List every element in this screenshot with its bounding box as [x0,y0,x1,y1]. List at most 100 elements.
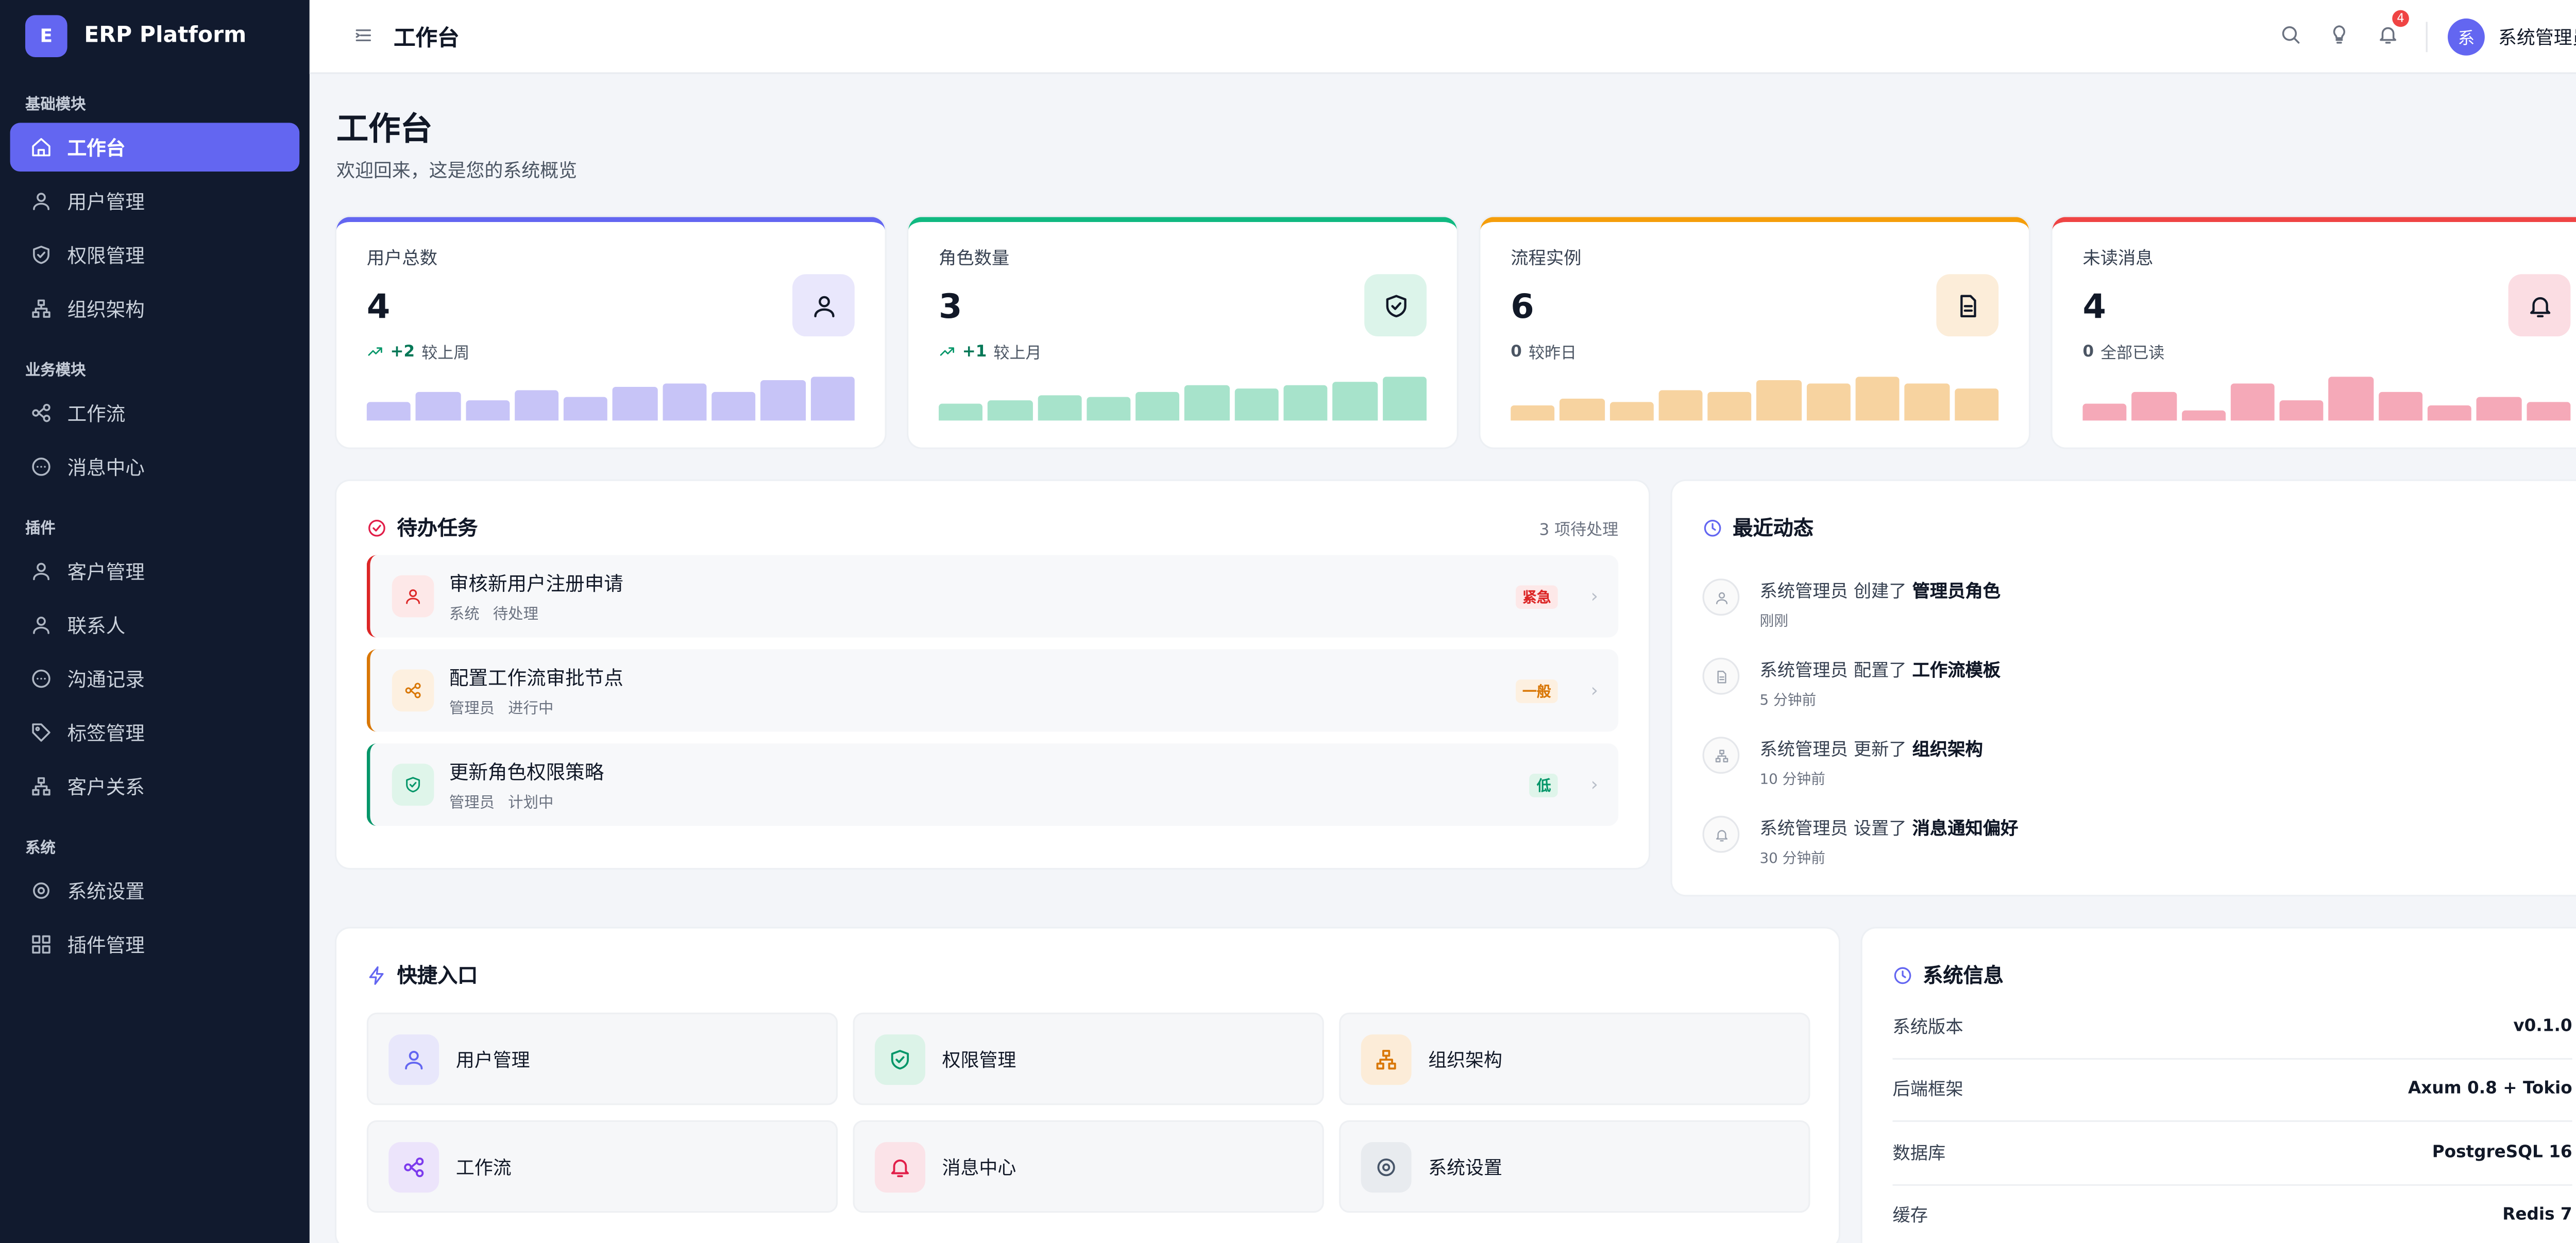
nav-group-title: 系统 [25,841,56,858]
search-button[interactable] [2279,20,2301,52]
icon [1716,670,1725,683]
stat-trend: +1 较上月 [939,340,1427,363]
trend-value: 0 [2082,342,2094,361]
nav-item[interactable]: 插件管理 [10,920,300,969]
task-status: 待处理 [493,606,539,623]
spark-bar [1757,380,1802,421]
nav-label: 工作台 [67,135,126,159]
activity-icon [1702,815,1740,853]
quick-item[interactable]: 权限管理 [853,1012,1324,1105]
task-text: 配置工作流审批节点 管理员 进行中 [449,663,623,717]
notification-button[interactable]: 4 [2377,10,2409,52]
user-menu[interactable]: 系系统管理员 [2448,18,2576,55]
spark-bar [1806,384,1851,421]
nav-item[interactable]: 组织架构 [10,284,300,333]
icon [1377,1157,1395,1176]
stat-value: 4 [2082,286,2106,327]
spark-bar [564,397,608,421]
nav-item[interactable]: 工作流 [10,388,300,437]
quick-label: 权限管理 [942,1048,1016,1071]
trend-value: +1 [962,342,987,361]
stat-trend: 0 较昨日 [1511,340,1998,363]
separator [2426,21,2428,52]
nav-label: 客户管理 [67,559,145,583]
tips-button[interactable] [2328,20,2350,52]
stat-value: 6 [1511,286,1534,327]
nav-item[interactable]: 沟通记录 [10,654,300,703]
icon [32,299,50,318]
spark-bar [2082,404,2127,421]
quick-item[interactable]: 工作流 [366,1120,838,1213]
spark-bar [416,392,461,421]
task-title: 更新角色权限策略 [449,759,604,784]
icon [32,138,50,157]
icon [355,29,371,42]
nav-item[interactable]: 权限管理 [10,230,300,279]
brand: E ERP Platform [0,0,310,72]
spark-bar [1382,377,1427,421]
quick-item[interactable]: 消息中心 [853,1120,1324,1213]
icon [940,347,954,356]
nav-item[interactable]: 系统设置 [10,866,300,915]
nav-label: 标签管理 [67,721,145,744]
quick-item[interactable]: 系统设置 [1339,1120,1810,1213]
nav-item[interactable]: 用户管理 [10,177,300,226]
nav-item[interactable]: 客户关系 [10,762,300,811]
sysinfo-panel: 系统信息 系统版本 v0.1.0 后端框架 Axum 0.8 + Tokio 数据库 Pos… [1862,928,2576,1243]
spark-bar [1560,398,1604,421]
action: 更新了 [1853,740,1907,760]
nav-item[interactable]: 标签管理 [10,708,300,757]
stat-label: 用户总数 [366,249,437,269]
icon [33,563,49,581]
spark-bar [1087,397,1131,421]
nav-label: 用户管理 [67,189,145,213]
chevron: › [1590,679,1599,702]
task-meta: 系统 待处理 [449,601,623,623]
quick-item[interactable]: 组织架构 [1339,1012,1810,1105]
spark-bar [2378,392,2423,421]
main: 工作台 欢迎回来，这是您的系统概览 用户总数 4 +2 较上周 角色数量 3 +1 较上月 流程实例… [336,72,2576,1243]
icon [406,777,420,793]
activity-time: 10 分钟前 [1759,772,1825,789]
task-owner: 管理员 [449,701,495,718]
stat-trend: 0 全部已读 [2082,340,2570,363]
quick-label: 消息中心 [942,1156,1016,1179]
chevron: › [1590,585,1599,607]
nav-label: 联系人 [67,613,126,637]
actor: 系统管理员 [1759,582,1848,602]
task-status: 进行中 [508,701,554,718]
task-item[interactable]: 审核新用户注册申请 系统 待处理 紧急 › [366,555,1619,638]
nav-item[interactable]: 消息中心 [10,442,300,491]
task-item[interactable]: 更新角色权限策略 管理员 计划中 低 › [366,743,1619,826]
avatar: 系 [2448,18,2485,55]
icon [1385,294,1406,317]
title-text: 待办任务 [397,516,478,540]
spark-bar [366,402,411,421]
task-icon [392,575,434,618]
icon [32,723,50,742]
activity-text: 系统管理员 设置了 消息通知偏好 30 分钟前 [1760,816,2019,868]
nav-item[interactable]: 工作台 [10,123,300,172]
menu-toggle[interactable] [353,20,374,52]
priority-chip: 低 [1530,773,1558,797]
activity-item: 系统管理员 配置了 工作流模板 5 分钟前 [1702,657,2572,710]
icon [1715,748,1727,762]
quick-item[interactable]: 用户管理 [366,1012,838,1105]
sysinfo-key: 系统版本 [1892,1017,1963,1037]
stat-icon [792,274,855,337]
activity-line: 系统管理员 创建了 管理员角色 [1760,578,2001,604]
priority-chip: 一般 [1515,678,1558,703]
quick-icon [874,1141,925,1192]
task-item[interactable]: 配置工作流审批节点 管理员 进行中 一般 › [366,649,1619,732]
task-owner: 管理员 [449,794,495,812]
nav-label: 系统设置 [67,879,145,903]
nav-item[interactable]: 联系人 [10,601,300,650]
sparkline [2082,377,2571,421]
nav-group-title: 业务模块 [25,363,86,380]
icon [33,882,49,899]
activity-text: 系统管理员 创建了 管理员角色 刚刚 [1760,578,2001,631]
icon [1959,294,1976,317]
stat-label: 未读消息 [2082,249,2154,269]
nav-item[interactable]: 客户管理 [10,547,300,595]
